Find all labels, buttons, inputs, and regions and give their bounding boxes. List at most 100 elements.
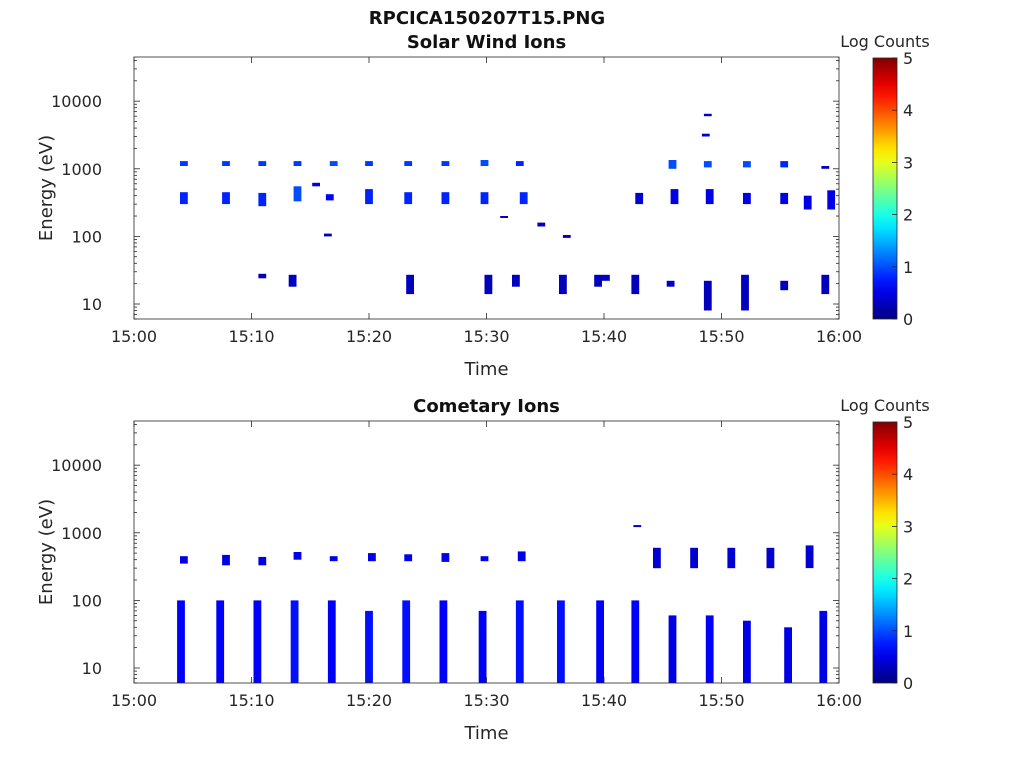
- data-cell: [293, 552, 302, 560]
- data-cell: [743, 192, 751, 205]
- data-cell: [705, 189, 714, 205]
- data-cell: [327, 600, 336, 683]
- data-cell: [602, 274, 610, 281]
- colorbar-tick-label: 0: [903, 310, 913, 329]
- x-tick-label: 15:10: [228, 691, 274, 710]
- y-tick-label: 100: [71, 227, 102, 246]
- y-tick-label: 100: [71, 591, 102, 610]
- data-cell: [743, 620, 751, 683]
- x-tick-label: 16:00: [816, 691, 862, 710]
- data-cell: [288, 274, 297, 287]
- x-tick-label: 15:50: [698, 327, 744, 346]
- data-cell: [180, 556, 188, 564]
- data-cell: [703, 161, 712, 168]
- data-cell: [177, 600, 185, 683]
- data-cell: [766, 547, 775, 569]
- data-cell: [404, 554, 413, 562]
- data-cell: [515, 600, 524, 683]
- data-cell: [703, 280, 712, 311]
- data-cell: [557, 600, 565, 683]
- data-cell: [258, 273, 267, 279]
- data-cell: [668, 160, 677, 169]
- y-axis-label: Energy (eV): [36, 499, 57, 605]
- data-cell: [631, 274, 640, 295]
- data-cell: [631, 600, 640, 683]
- data-cell: [368, 553, 376, 562]
- data-cell: [821, 274, 830, 295]
- data-cell: [562, 235, 571, 238]
- colorbar-tick-label: 3: [903, 153, 913, 172]
- data-cell: [365, 189, 373, 205]
- colorbar-tick-label: 1: [903, 258, 913, 277]
- y-tick-label: 1000: [61, 160, 102, 179]
- x-tick-label: 15:40: [581, 327, 627, 346]
- data-cell: [222, 161, 230, 166]
- x-tick-label: 15:40: [581, 691, 627, 710]
- data-cell: [180, 192, 188, 205]
- colorbar-tick-label: 5: [903, 49, 913, 68]
- data-cell: [441, 553, 450, 562]
- colorbar-tick-label: 0: [903, 674, 913, 693]
- data-cell: [512, 274, 520, 287]
- x-tick-label: 15:20: [346, 691, 392, 710]
- data-cell: [780, 280, 789, 291]
- x-axis-label: Time: [463, 723, 508, 744]
- colorbar-tick-label: 3: [903, 517, 913, 536]
- data-cell: [329, 161, 338, 166]
- colorbar: [872, 57, 898, 320]
- data-cell: [666, 280, 675, 287]
- x-tick-label: 15:00: [111, 327, 157, 346]
- colorbar-tick-label: 2: [903, 570, 913, 589]
- colorbar-label: Log Counts: [840, 396, 930, 415]
- data-cell: [404, 161, 413, 166]
- x-tick-label: 15:00: [111, 691, 157, 710]
- data-cell: [743, 161, 751, 168]
- colorbar-label: Log Counts: [840, 32, 930, 51]
- data-cell: [780, 192, 789, 205]
- y-tick-label: 10000: [51, 92, 102, 111]
- colorbar: [872, 421, 898, 684]
- colorbar-tick-label: 1: [903, 622, 913, 641]
- x-axis-label: Time: [463, 359, 508, 380]
- data-cell: [594, 274, 602, 287]
- data-cell: [500, 216, 508, 218]
- y-axis-label: Energy (eV): [36, 135, 57, 241]
- data-cell: [324, 233, 332, 237]
- data-cell: [670, 189, 679, 205]
- data-cell: [784, 627, 792, 683]
- colorbar-tick-label: 4: [903, 101, 913, 120]
- x-tick-label: 15:10: [228, 327, 274, 346]
- data-cell: [258, 192, 267, 207]
- x-tick-label: 16:00: [816, 327, 862, 346]
- data-cell: [480, 192, 489, 205]
- colorbar-tick-label: 2: [903, 206, 913, 225]
- data-cell: [365, 610, 373, 683]
- data-cell: [404, 192, 413, 205]
- colorbar-tick-label: 5: [903, 413, 913, 432]
- data-cell: [596, 600, 604, 683]
- y-tick-label: 10: [82, 659, 102, 678]
- data-cell: [222, 554, 230, 566]
- data-cell: [478, 610, 487, 683]
- data-cell: [484, 274, 493, 295]
- data-cell: [406, 274, 414, 295]
- data-cell: [365, 161, 373, 166]
- data-cell: [402, 600, 411, 683]
- data-cell: [819, 610, 828, 683]
- data-cell: [180, 161, 188, 166]
- data-cell: [293, 161, 302, 166]
- x-tick-label: 15:20: [346, 327, 392, 346]
- data-cell: [690, 547, 698, 569]
- data-cell: [480, 556, 489, 562]
- y-tick-label: 10000: [51, 456, 102, 475]
- x-tick-label: 15:50: [698, 691, 744, 710]
- data-cell: [780, 161, 789, 168]
- panel-title: Cometary Ions: [413, 396, 560, 417]
- data-cell: [668, 615, 677, 683]
- data-cell: [705, 615, 714, 683]
- data-cell: [559, 274, 567, 295]
- data-cell: [701, 133, 710, 137]
- data-cell: [441, 161, 450, 166]
- data-cell: [258, 161, 267, 166]
- data-cell: [635, 192, 644, 205]
